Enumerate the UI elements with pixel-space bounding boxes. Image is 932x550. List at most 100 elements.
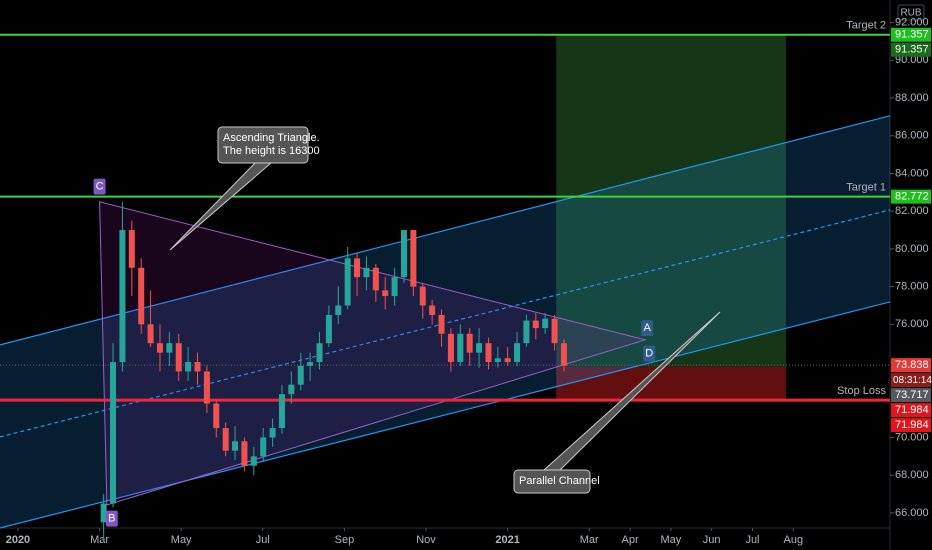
candle-body <box>156 343 163 353</box>
candle-body <box>194 362 201 372</box>
price-tag <box>891 42 931 57</box>
price-tag <box>891 388 931 403</box>
candle-body <box>485 343 492 363</box>
candle-body <box>344 258 351 306</box>
y-tick-label: 68.000 <box>895 469 929 481</box>
candle-body <box>335 305 342 315</box>
y-tick-label: 92.000 <box>895 17 929 29</box>
candle-body <box>372 267 379 291</box>
target-zone <box>556 34 786 367</box>
candle-body <box>119 230 126 363</box>
candle-body <box>400 230 407 278</box>
candle-body <box>438 314 445 334</box>
x-tick-label: 2021 <box>495 534 519 546</box>
y-tick-label: 80.000 <box>895 243 929 255</box>
countdown: 08:31:14 <box>893 375 932 386</box>
x-tick-label: Sep <box>335 534 355 546</box>
callout-box <box>513 469 591 494</box>
x-tick-label: Nov <box>416 534 436 546</box>
point-badge <box>105 510 118 527</box>
y-tick-label: 82.000 <box>895 205 929 217</box>
candle-body <box>391 277 398 297</box>
candle-body <box>551 318 558 344</box>
candle-body <box>213 403 220 429</box>
y-tick-label: 66.000 <box>895 507 929 519</box>
candle-body <box>316 343 323 363</box>
candle-body <box>250 456 257 466</box>
candle-body <box>260 437 267 457</box>
candle-body <box>147 324 154 344</box>
candle-body <box>523 320 530 344</box>
candle-body <box>382 290 389 297</box>
y-tick-label: 84.000 <box>895 167 929 179</box>
candle-body <box>297 365 304 385</box>
point-label: B <box>108 512 115 524</box>
candle-body <box>363 267 370 278</box>
x-tick-label: Mar <box>580 534 599 546</box>
candle-body <box>560 343 567 366</box>
x-tick-label: Apr <box>621 534 638 546</box>
candle-body <box>532 320 539 329</box>
price-tag <box>891 418 931 433</box>
candle-body <box>494 358 501 363</box>
candle-body <box>447 333 454 363</box>
candle-body <box>307 362 314 366</box>
price-tag <box>891 358 931 373</box>
countdown-tag <box>891 373 931 388</box>
price-tag-label: 91.357 <box>895 29 929 41</box>
y-tick-label: 78.000 <box>895 281 929 293</box>
y-tick-label: 76.000 <box>895 318 929 330</box>
price-tag <box>891 403 931 418</box>
candle-body <box>288 384 295 395</box>
candle-body <box>232 441 239 451</box>
candle-body <box>542 318 549 329</box>
price-tag-label: 71.984 <box>895 419 929 431</box>
candle-body <box>476 343 483 353</box>
x-tick-label: Jun <box>703 534 721 546</box>
level-label: Target 2 <box>846 20 886 32</box>
point-badge <box>641 320 654 337</box>
candle-body <box>222 428 229 451</box>
candle-body <box>128 230 135 268</box>
price-tag-label: 73.838 <box>895 359 929 371</box>
callout-text: Ascending Triangle. <box>223 132 320 144</box>
point-label: D <box>645 347 653 359</box>
candle-body <box>241 441 248 466</box>
y-tick-label: 88.000 <box>895 92 929 104</box>
candle-body <box>100 503 107 523</box>
point-badge <box>643 345 656 362</box>
x-tick-label: Mar <box>90 534 109 546</box>
y-tick-label: 90.000 <box>895 54 929 66</box>
candle-body <box>203 371 210 404</box>
level-label: Target 1 <box>846 182 886 194</box>
price-tag <box>891 27 931 42</box>
candle-body <box>354 258 361 278</box>
triangle <box>99 201 648 506</box>
point-label: A <box>644 322 652 334</box>
y-tick-label: 70.000 <box>895 431 929 443</box>
channel-lower <box>0 301 891 529</box>
level-label: Stop Loss <box>837 385 886 397</box>
y-tick-label: 86.000 <box>895 130 929 142</box>
candle-body <box>429 305 436 315</box>
channel-fill <box>0 115 890 528</box>
channel-middle <box>0 209 891 438</box>
x-tick-label: Aug <box>783 534 803 546</box>
candle-body <box>269 428 276 438</box>
candle-body <box>166 343 173 353</box>
callout-box <box>217 126 309 164</box>
candle-body <box>325 314 332 344</box>
x-tick-label: Jul <box>745 534 759 546</box>
callout-text: Parallel Channel <box>519 475 600 487</box>
x-tick-label: May <box>660 534 681 546</box>
price-tag <box>891 189 931 204</box>
price-tag-label: 82.772 <box>895 191 929 203</box>
candle-body <box>138 267 145 325</box>
candle-body <box>514 343 521 363</box>
price-tag-label: 71.984 <box>895 404 929 416</box>
point-badge <box>93 178 106 195</box>
candle-body <box>410 230 417 287</box>
channel-upper <box>0 115 891 346</box>
